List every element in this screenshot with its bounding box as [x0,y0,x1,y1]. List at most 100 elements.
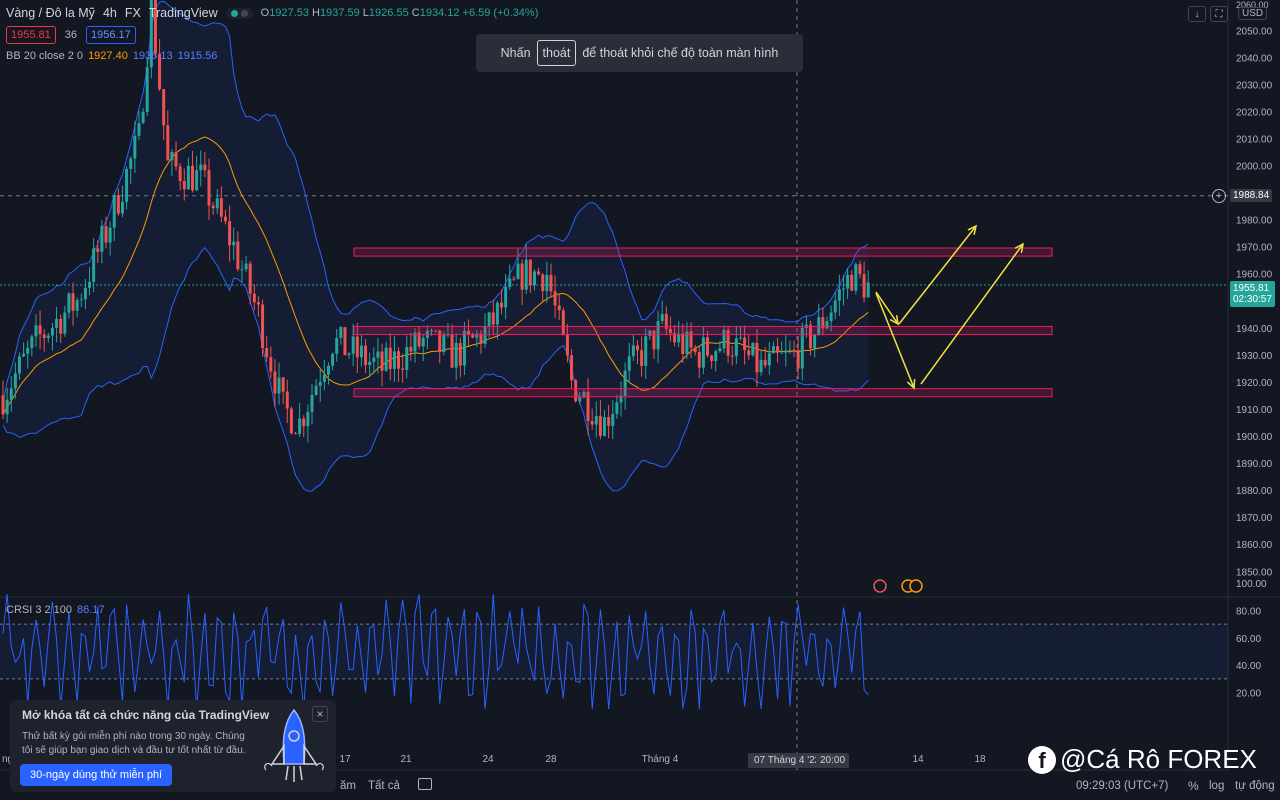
clock-timezone[interactable]: 09:29:03 (UTC+7) [1076,780,1169,792]
projection-arrow-up-1 [898,225,977,325]
price-tick-label: 1870.00 [1236,513,1273,524]
candle-body [26,347,30,354]
brand-watermark: f @Cá Rô FOREX [1028,744,1257,775]
range-all-button[interactable]: Tất cả [367,780,400,792]
candle-body [368,361,372,366]
candle-body [162,89,166,126]
candle-body [289,408,293,434]
time-tick-label: 14 [912,754,924,765]
candle-body [537,271,541,275]
event-flag-icon [909,579,923,593]
ohlc-values: O1927.53 H1937.59 L1926.55 C1934.12 +6.5… [260,7,539,19]
candle-body [17,356,21,374]
candle-body [30,336,34,348]
currency-select[interactable]: USD [1238,7,1268,20]
auto-scale-toggle[interactable]: tự động [1235,780,1275,792]
candle-body [88,281,92,288]
price-tick-label: 1960.00 [1236,270,1273,281]
facebook-icon: f [1028,745,1056,774]
candle-body [734,338,738,357]
candle-body [343,327,347,356]
candle-body [129,158,133,169]
candle-body [706,337,710,356]
buy-price-button[interactable]: 1956.17 [86,26,136,44]
time-tick-label: 28 [545,754,557,765]
close-icon[interactable]: × [312,706,328,722]
candle-body [438,330,442,352]
price-tick-label: 1900.00 [1236,432,1273,443]
symbol-legend[interactable]: Vàng / Đô la Mỹ 4h FX TradingView O1927.… [6,6,538,20]
crsi-legend[interactable]: CRSI 3 2 100 86.17 [6,604,105,616]
projection-arrow-down-2-head [906,378,916,390]
candle-body [306,411,310,427]
price-tick-label: 2050.00 [1236,26,1273,37]
candle-body [191,165,195,191]
bollinger-legend[interactable]: BB 20 close 2 0 1927.40 1936.13 1915.56 [6,50,217,62]
candle-body [792,349,796,351]
candle-body [116,195,120,214]
quote-pills: 1955.81 36 1956.17 [6,26,136,44]
candle-body [784,350,788,353]
download-arrow-icon[interactable]: ↓ [1188,6,1206,22]
candle-body [158,53,162,90]
candle-body [347,353,351,356]
candle-body [59,318,63,334]
candle-body [38,325,42,335]
candle-body [854,264,858,291]
projection-arrow-up-1-head [967,224,978,235]
candle-body [174,152,178,167]
candle-body [570,355,574,381]
candle-body [578,397,582,402]
candle-body [701,337,705,368]
candle-body [866,282,870,298]
sr-zone-0 [353,247,1053,257]
candle-body [79,299,83,301]
bb-basis-value: 1927.40 [88,50,128,62]
candle-body [269,357,273,372]
sell-price-button[interactable]: 1955.81 [6,26,56,44]
candle-body [833,300,837,313]
price-tick-label: 1860.00 [1236,540,1273,551]
candle-body [13,373,17,389]
price-tick-label: 1880.00 [1236,486,1273,497]
price-tick-label: 1850.00 [1236,567,1273,578]
add-alert-plus-icon[interactable]: + [1212,189,1226,203]
fullscreen-icon[interactable]: ⛶ [1210,6,1228,22]
candle-body [170,152,174,161]
candle-body [75,300,79,311]
market-status-indicator[interactable] [225,7,253,19]
candle-body [125,168,129,202]
candle-body [203,164,207,171]
log-toggle[interactable]: log [1209,780,1225,792]
event-flag-icon [873,579,887,593]
candle-body [590,421,594,425]
candle-body [364,345,368,366]
candle-body [409,347,413,352]
candle-body [265,348,269,358]
candle-body [355,336,359,358]
candle-body [281,377,285,392]
timeframe[interactable]: 4h [102,6,117,20]
candle-body [442,334,446,352]
candle-body [96,248,100,252]
candle-body [326,365,330,375]
candle-body [199,164,203,171]
candle-body [800,327,804,369]
candle-body [240,269,244,271]
price-tick-label: 2010.00 [1236,134,1273,145]
go-to-date-icon[interactable] [418,778,432,790]
candle-body [50,327,54,336]
promo-title: Mở khóa tất cả chức năng của TradingView [22,708,270,722]
range-5y-button[interactable]: ăm [340,780,356,792]
candle-body [178,166,182,182]
candle-body [318,381,322,386]
spread-value: 36 [64,29,78,41]
symbol-name[interactable]: Vàng / Đô la Mỹ [6,6,95,20]
candle-body [195,170,199,191]
candle-body [668,328,672,334]
free-trial-button[interactable]: 30-ngày dùng thử miễn phí [20,764,173,786]
candle-body [759,359,763,373]
percent-toggle[interactable]: % [1188,779,1199,793]
candle-body [557,305,561,311]
